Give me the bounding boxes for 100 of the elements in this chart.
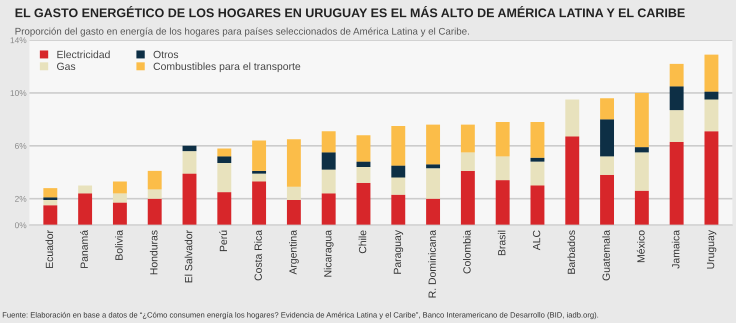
bar (565, 136, 580, 226)
bar (426, 198, 440, 226)
bar (148, 198, 162, 226)
x-tick-label: Jamaica (672, 230, 680, 269)
x-tick-label: El Salvador (184, 230, 192, 282)
x-tick-label: Ecuador (45, 230, 54, 268)
bar (391, 178, 406, 195)
y-tick-label: 6% (15, 143, 26, 149)
bar (322, 131, 336, 152)
bar (43, 197, 58, 200)
x-tick-label: México (636, 230, 645, 262)
bar (112, 193, 127, 203)
x-tick-label: Bolivia (115, 230, 123, 260)
bar (252, 174, 266, 182)
bar (600, 174, 614, 226)
bar (496, 122, 510, 156)
bar (252, 182, 266, 226)
x-tick-label: Chile (358, 230, 366, 254)
bar (704, 54, 718, 92)
bar (600, 98, 614, 120)
bar (634, 147, 649, 152)
bar (496, 156, 510, 180)
legend-label: Gas (57, 62, 76, 70)
bar (43, 188, 58, 198)
x-tick-label: Uruguay (706, 230, 716, 269)
x-tick-label: Colombia (463, 230, 471, 274)
bar (496, 180, 510, 226)
bar (78, 185, 92, 194)
bar (426, 168, 440, 199)
bar (426, 164, 440, 168)
bar (217, 156, 232, 163)
y-tick-label: 0% (14, 222, 26, 228)
bar (148, 189, 162, 199)
bar (148, 170, 162, 190)
y-tick-label: 14% (10, 37, 26, 44)
x-tick-label: Guatemala (602, 230, 610, 280)
x-tick-label: Barbados (567, 230, 576, 274)
legend-label: Electricidad (57, 50, 110, 58)
bar (600, 156, 614, 175)
bar (286, 186, 301, 200)
bar (286, 200, 301, 226)
bar (670, 110, 684, 142)
bar (426, 124, 440, 164)
bar (217, 148, 232, 156)
bar (356, 135, 370, 162)
bar (391, 194, 406, 226)
bar (217, 192, 232, 226)
x-tick-label: Costa Rica (254, 230, 262, 280)
x-tick-label: Perú (219, 230, 228, 252)
bar (391, 166, 406, 178)
x-tick-label: Paraguay (394, 230, 404, 274)
bar (391, 126, 406, 166)
bar (530, 185, 544, 226)
bar (112, 202, 127, 226)
bar (322, 152, 336, 170)
bar (704, 100, 718, 132)
chart-title: EL GASTO ENERGÉTICO DE LOS HOGARES EN URUGUAY ES EL MÁS ALTO DE AMÉRICA LATINA Y EL CARIBE (16, 6, 685, 18)
bar (704, 131, 718, 226)
x-tick-label: Argentina (289, 230, 299, 275)
bar (530, 158, 544, 162)
bar (322, 170, 336, 194)
chart-subtitle: Proporción del gasto en energía de los hogares para países seleccionados de América Latina y el Caribe. (16, 27, 469, 37)
bar (670, 86, 684, 110)
x-tick-label: Honduras (150, 230, 158, 274)
bar (600, 119, 614, 156)
bar (634, 190, 649, 226)
bar (322, 193, 336, 226)
bar (460, 152, 475, 171)
legend-label: Combustibles para el transporte (154, 62, 300, 72)
bar (78, 193, 92, 226)
bar (217, 162, 232, 192)
bar (634, 92, 649, 148)
bar (460, 124, 475, 152)
y-tick-label: 10% (10, 90, 26, 96)
bar (670, 64, 684, 86)
legend-label: Otros (154, 50, 178, 58)
bar (252, 170, 266, 174)
bar (112, 182, 127, 194)
bar (182, 174, 196, 226)
bar (565, 100, 580, 137)
x-tick-label: Panamá (80, 230, 88, 268)
bar (634, 152, 649, 191)
y-tick-label: 2% (15, 196, 26, 202)
bar (460, 170, 475, 226)
bar (530, 122, 544, 158)
bar (356, 182, 370, 226)
x-tick-label: Nicaragua (324, 230, 334, 277)
bar (530, 162, 544, 186)
bar (182, 146, 196, 152)
bar (286, 139, 301, 187)
bar (43, 205, 58, 226)
bar (670, 142, 684, 226)
bar (356, 162, 370, 167)
bar (356, 166, 370, 183)
x-tick-label: ALC (532, 230, 540, 250)
bar (182, 151, 196, 174)
bar (252, 140, 266, 171)
x-tick-label: R. Dominicana (428, 230, 436, 298)
x-tick-label: Brasil (498, 230, 506, 256)
bar (43, 200, 58, 206)
